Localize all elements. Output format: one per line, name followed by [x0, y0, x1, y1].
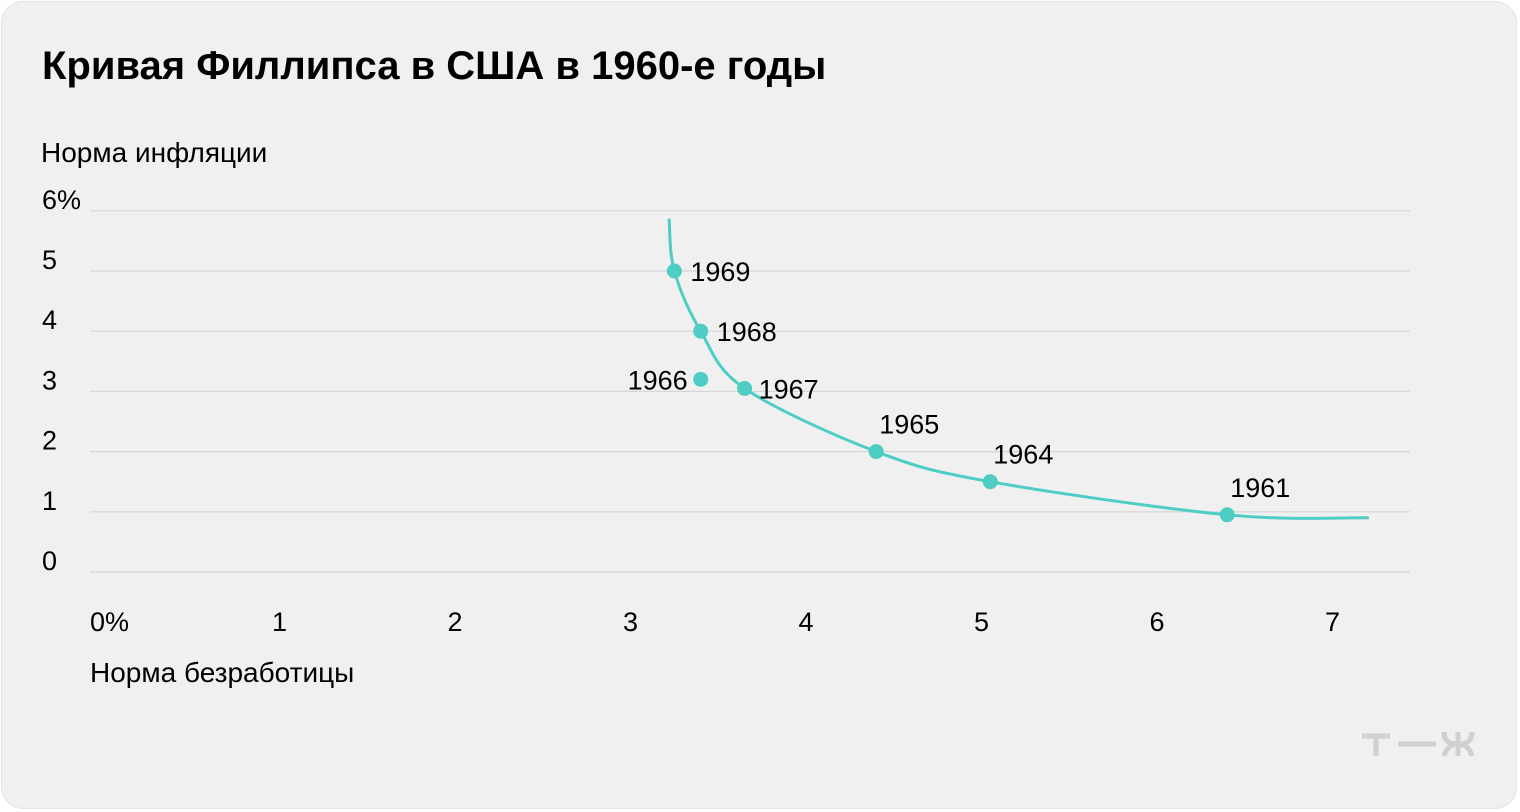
- data-label-1967: 1967: [759, 374, 819, 404]
- x-tick-label-7: 7: [1325, 607, 1340, 637]
- grid: [90, 210, 1410, 573]
- y-tick-label-1: 1: [42, 486, 57, 516]
- data-label-1966: 1966: [628, 365, 688, 395]
- data-point-1965: [868, 444, 884, 460]
- x-tick-label-4: 4: [798, 607, 813, 637]
- x-tick-label-0: 0%: [90, 607, 129, 637]
- y-tick-label-5: 5: [42, 245, 57, 275]
- data-points: 1961 1964 1965 1966 1967 1968 1969: [628, 257, 1290, 523]
- data-point-1966: [693, 371, 709, 387]
- y-tick-labels: 0 1 2 3 4 5 6%: [42, 185, 81, 576]
- tzh-logo-icon: [1362, 731, 1475, 757]
- x-tick-label-1: 1: [272, 607, 287, 637]
- data-point-1969: [666, 263, 682, 279]
- data-label-1969: 1969: [690, 257, 750, 287]
- data-label-1965: 1965: [879, 410, 939, 440]
- y-tick-label-0: 0: [42, 546, 57, 576]
- x-axis-label: Норма безработицы: [90, 657, 354, 688]
- data-point-1961: [1219, 507, 1235, 523]
- y-tick-label-6: 6%: [42, 185, 81, 215]
- x-tick-label-5: 5: [974, 607, 989, 637]
- y-tick-label-4: 4: [42, 305, 57, 335]
- data-label-1964: 1964: [993, 440, 1053, 470]
- x-tick-label-6: 6: [1149, 607, 1164, 637]
- chart-title: Кривая Филлипса в США в 1960-е годы: [42, 44, 827, 88]
- x-tick-labels: 0% 1 2 3 4 5 6 7: [90, 607, 1340, 637]
- data-point-1964: [982, 474, 998, 490]
- y-tick-label-3: 3: [42, 365, 57, 395]
- y-tick-label-2: 2: [42, 426, 57, 456]
- data-label-1968: 1968: [717, 317, 777, 347]
- data-point-1967: [737, 380, 753, 396]
- x-tick-label-3: 3: [623, 607, 638, 637]
- y-axis-label: Норма инфляции: [41, 137, 267, 168]
- data-point-1968: [693, 323, 709, 339]
- x-tick-label-2: 2: [447, 607, 462, 637]
- data-label-1961: 1961: [1230, 473, 1290, 503]
